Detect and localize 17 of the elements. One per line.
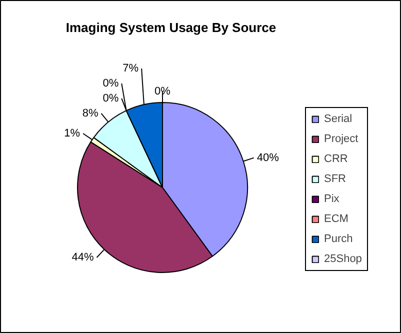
data-label: 40%: [256, 152, 280, 164]
text: 0%: [102, 77, 119, 90]
legend-label: Project: [324, 133, 358, 145]
chart-title: Imaging System Usage By Source: [66, 20, 276, 35]
legend-label: SFR: [324, 173, 346, 185]
legend-label: CRR: [324, 153, 348, 165]
data-label: 44%: [72, 252, 94, 264]
legend-label: Pix: [324, 193, 340, 205]
text: 0%: [102, 92, 119, 104]
legend-label: 25Shop: [324, 253, 362, 265]
legend-label: Purch: [324, 233, 353, 245]
text: 0%: [154, 85, 170, 98]
data-label: 8%: [82, 107, 98, 120]
data-label: 1%: [64, 128, 80, 140]
legend-label: Serial: [324, 113, 352, 125]
legend-label: ECM: [324, 213, 348, 225]
data-label: 7%: [122, 62, 139, 74]
